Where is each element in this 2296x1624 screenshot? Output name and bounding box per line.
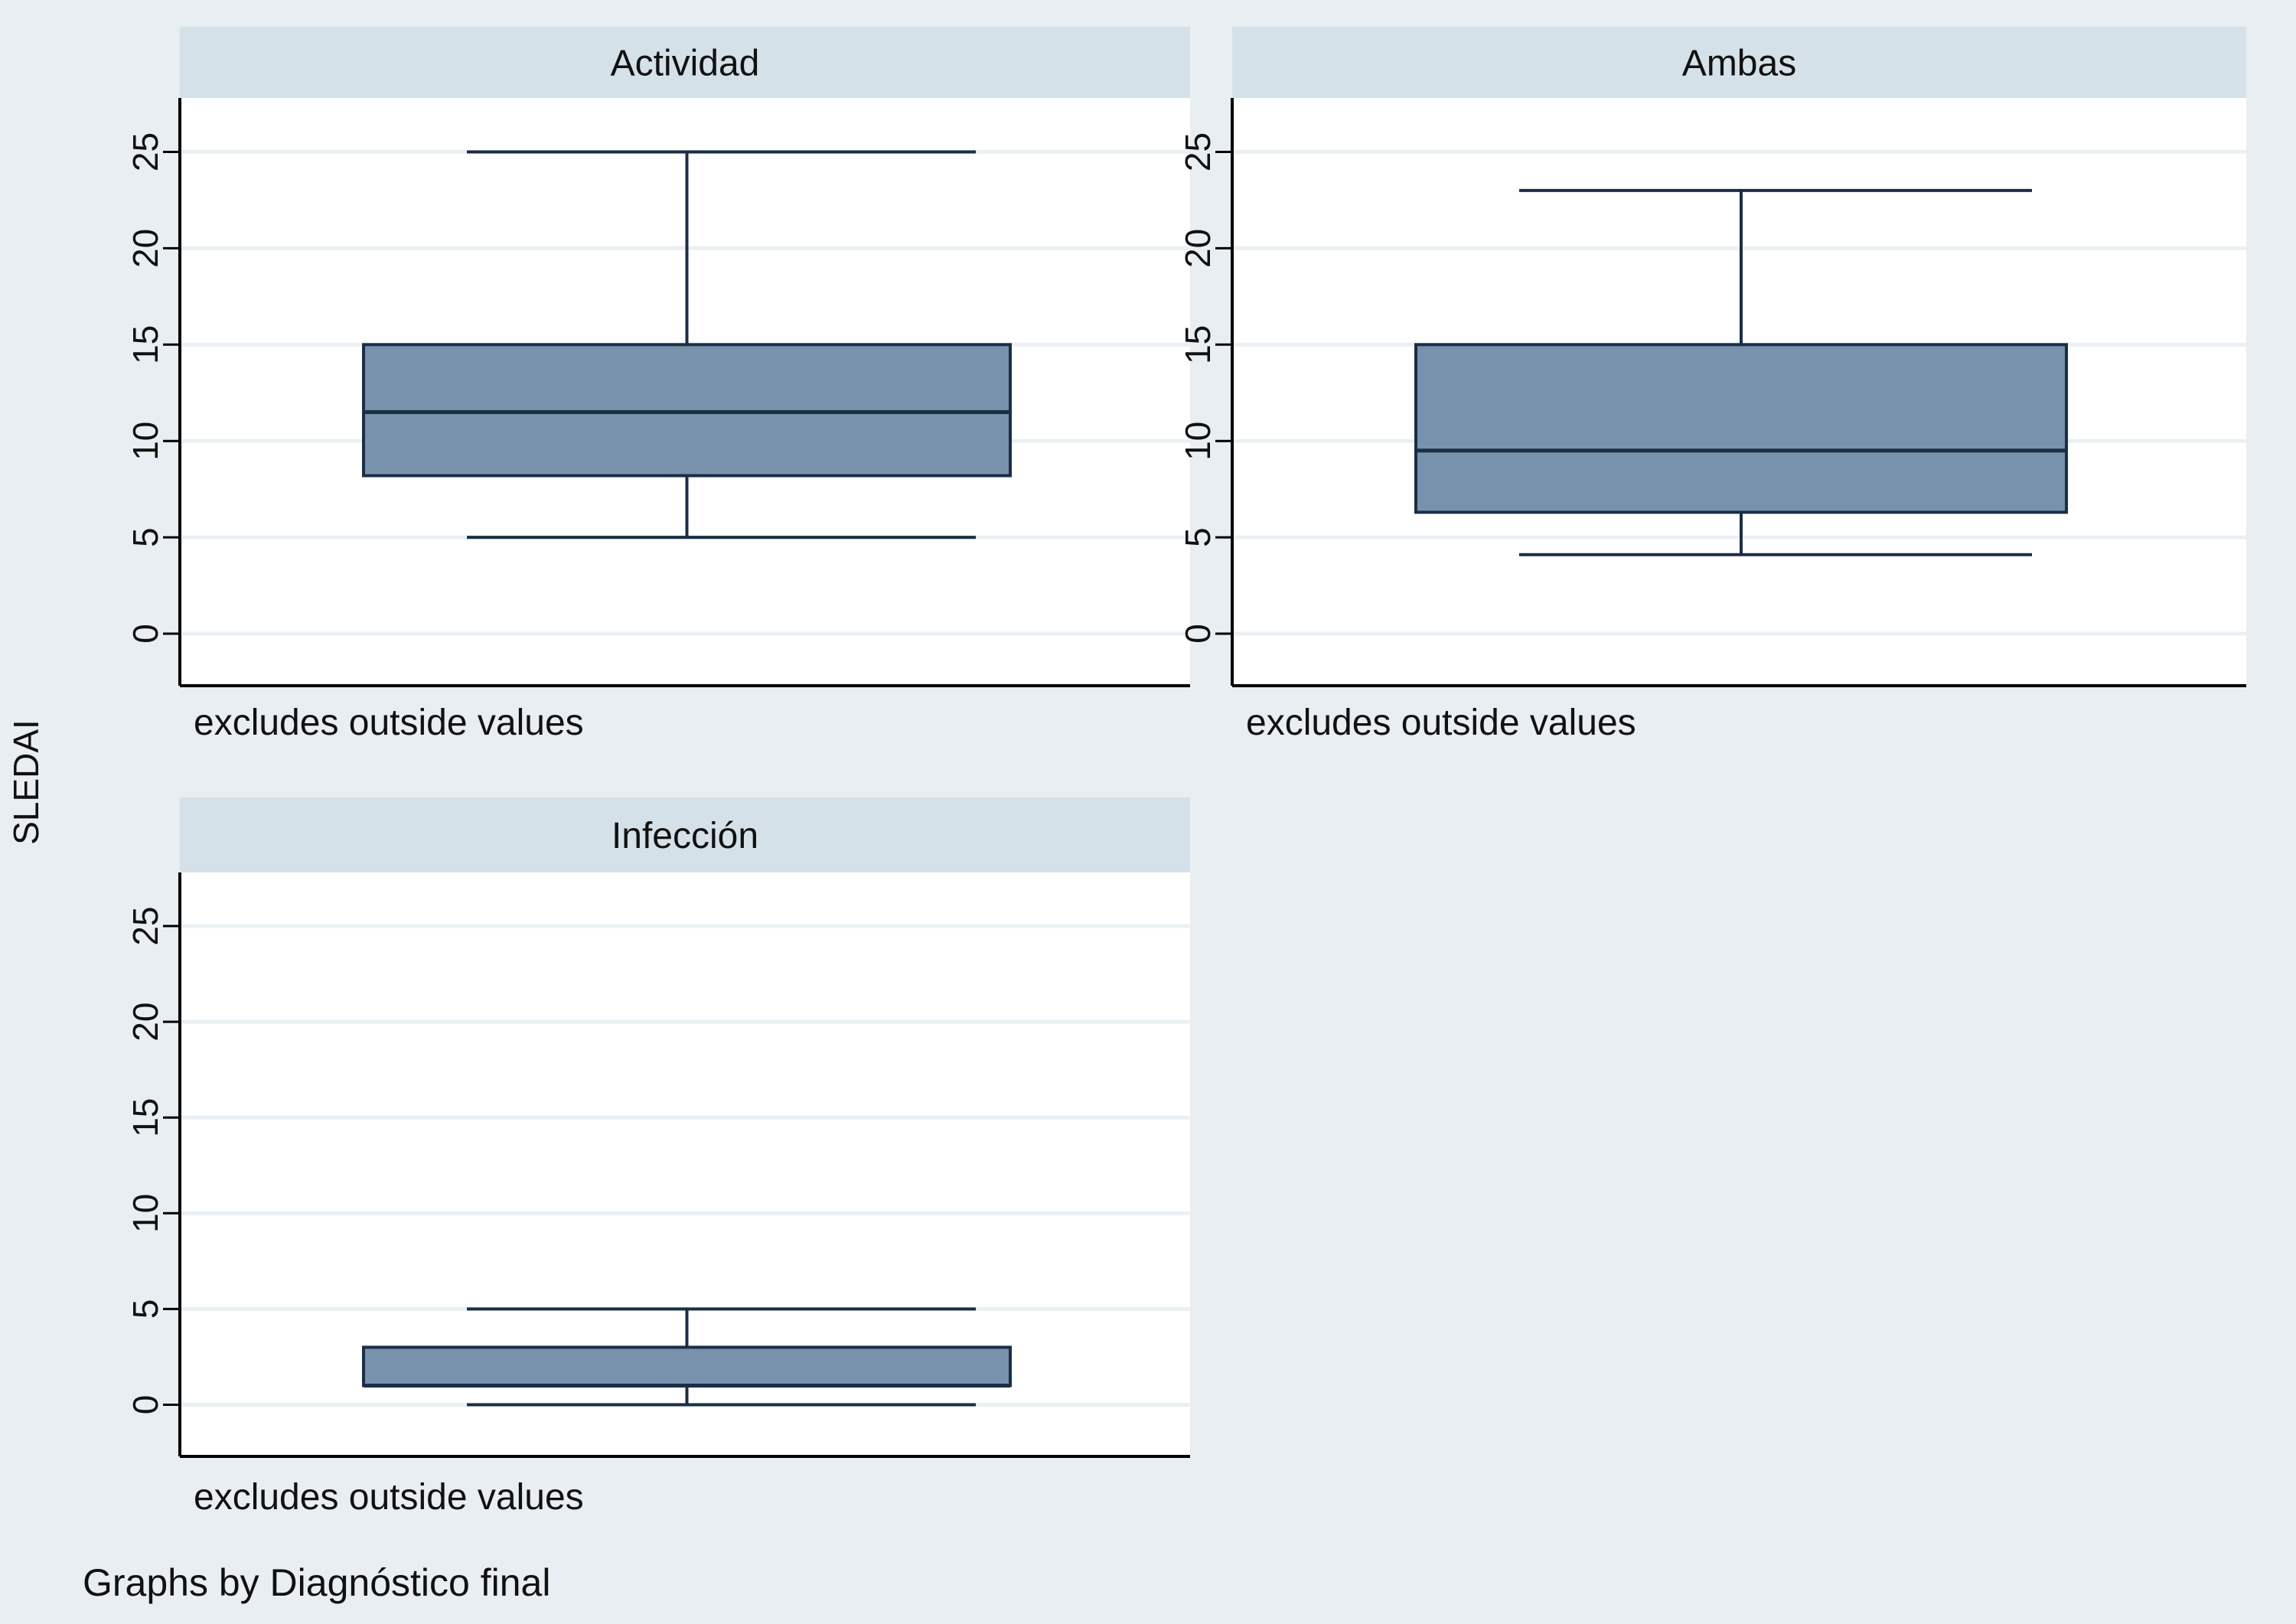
panel-note: excludes outside values: [1246, 703, 1636, 743]
y-tick-label: 5: [1178, 527, 1218, 547]
panel-3: Infección 0 5 10 15 20 25 excludes outside valu…: [126, 797, 1190, 1518]
panels-group: Actividad 0 5 10 15 20 25 excludes outside valu…: [126, 27, 2246, 1518]
panel-header: [1232, 27, 2246, 98]
y-tick-label: 10: [1178, 422, 1218, 461]
y-tick-label: 25: [1178, 132, 1218, 171]
panel-title: Infección: [612, 816, 758, 856]
y-tick-label: 0: [126, 1395, 165, 1415]
y-tick-label: 5: [126, 1300, 165, 1319]
y-tick-label: 15: [126, 1098, 165, 1137]
y-tick-label: 20: [126, 1003, 165, 1042]
y-tick-label: 10: [126, 1194, 165, 1233]
panel-2: Ambas 0 5 10 15 20 25 excludes outside values: [1178, 27, 2246, 743]
y-tick-label: 20: [1178, 229, 1218, 268]
y-axis-label: SLEDAI: [6, 719, 46, 845]
panel-title: Actividad: [611, 44, 760, 84]
y-tick-label: 15: [126, 325, 165, 364]
y-tick-label: 5: [126, 527, 165, 547]
panel-title: Ambas: [1682, 44, 1796, 84]
footer-note: Graphs by Diagnóstico final: [83, 1561, 550, 1604]
y-tick-label: 25: [126, 906, 165, 945]
panel-header: [180, 797, 1190, 872]
panel-note: excludes outside values: [194, 1477, 584, 1518]
y-tick-label: 25: [126, 132, 165, 171]
y-tick-label: 0: [126, 624, 165, 644]
iqr-box: [1414, 343, 2068, 514]
panel-1: Actividad 0 5 10 15 20 25 excludes outside valu…: [126, 27, 1190, 743]
iqr-box: [362, 343, 1012, 478]
y-tick-label: 0: [1178, 624, 1218, 644]
y-tick-label: 15: [1178, 325, 1218, 364]
y-tick-label: 20: [126, 229, 165, 268]
y-tick-label: 10: [126, 422, 165, 461]
iqr-box: [362, 1345, 1012, 1388]
panel-header: [180, 27, 1190, 98]
panel-note: excludes outside values: [194, 703, 584, 743]
